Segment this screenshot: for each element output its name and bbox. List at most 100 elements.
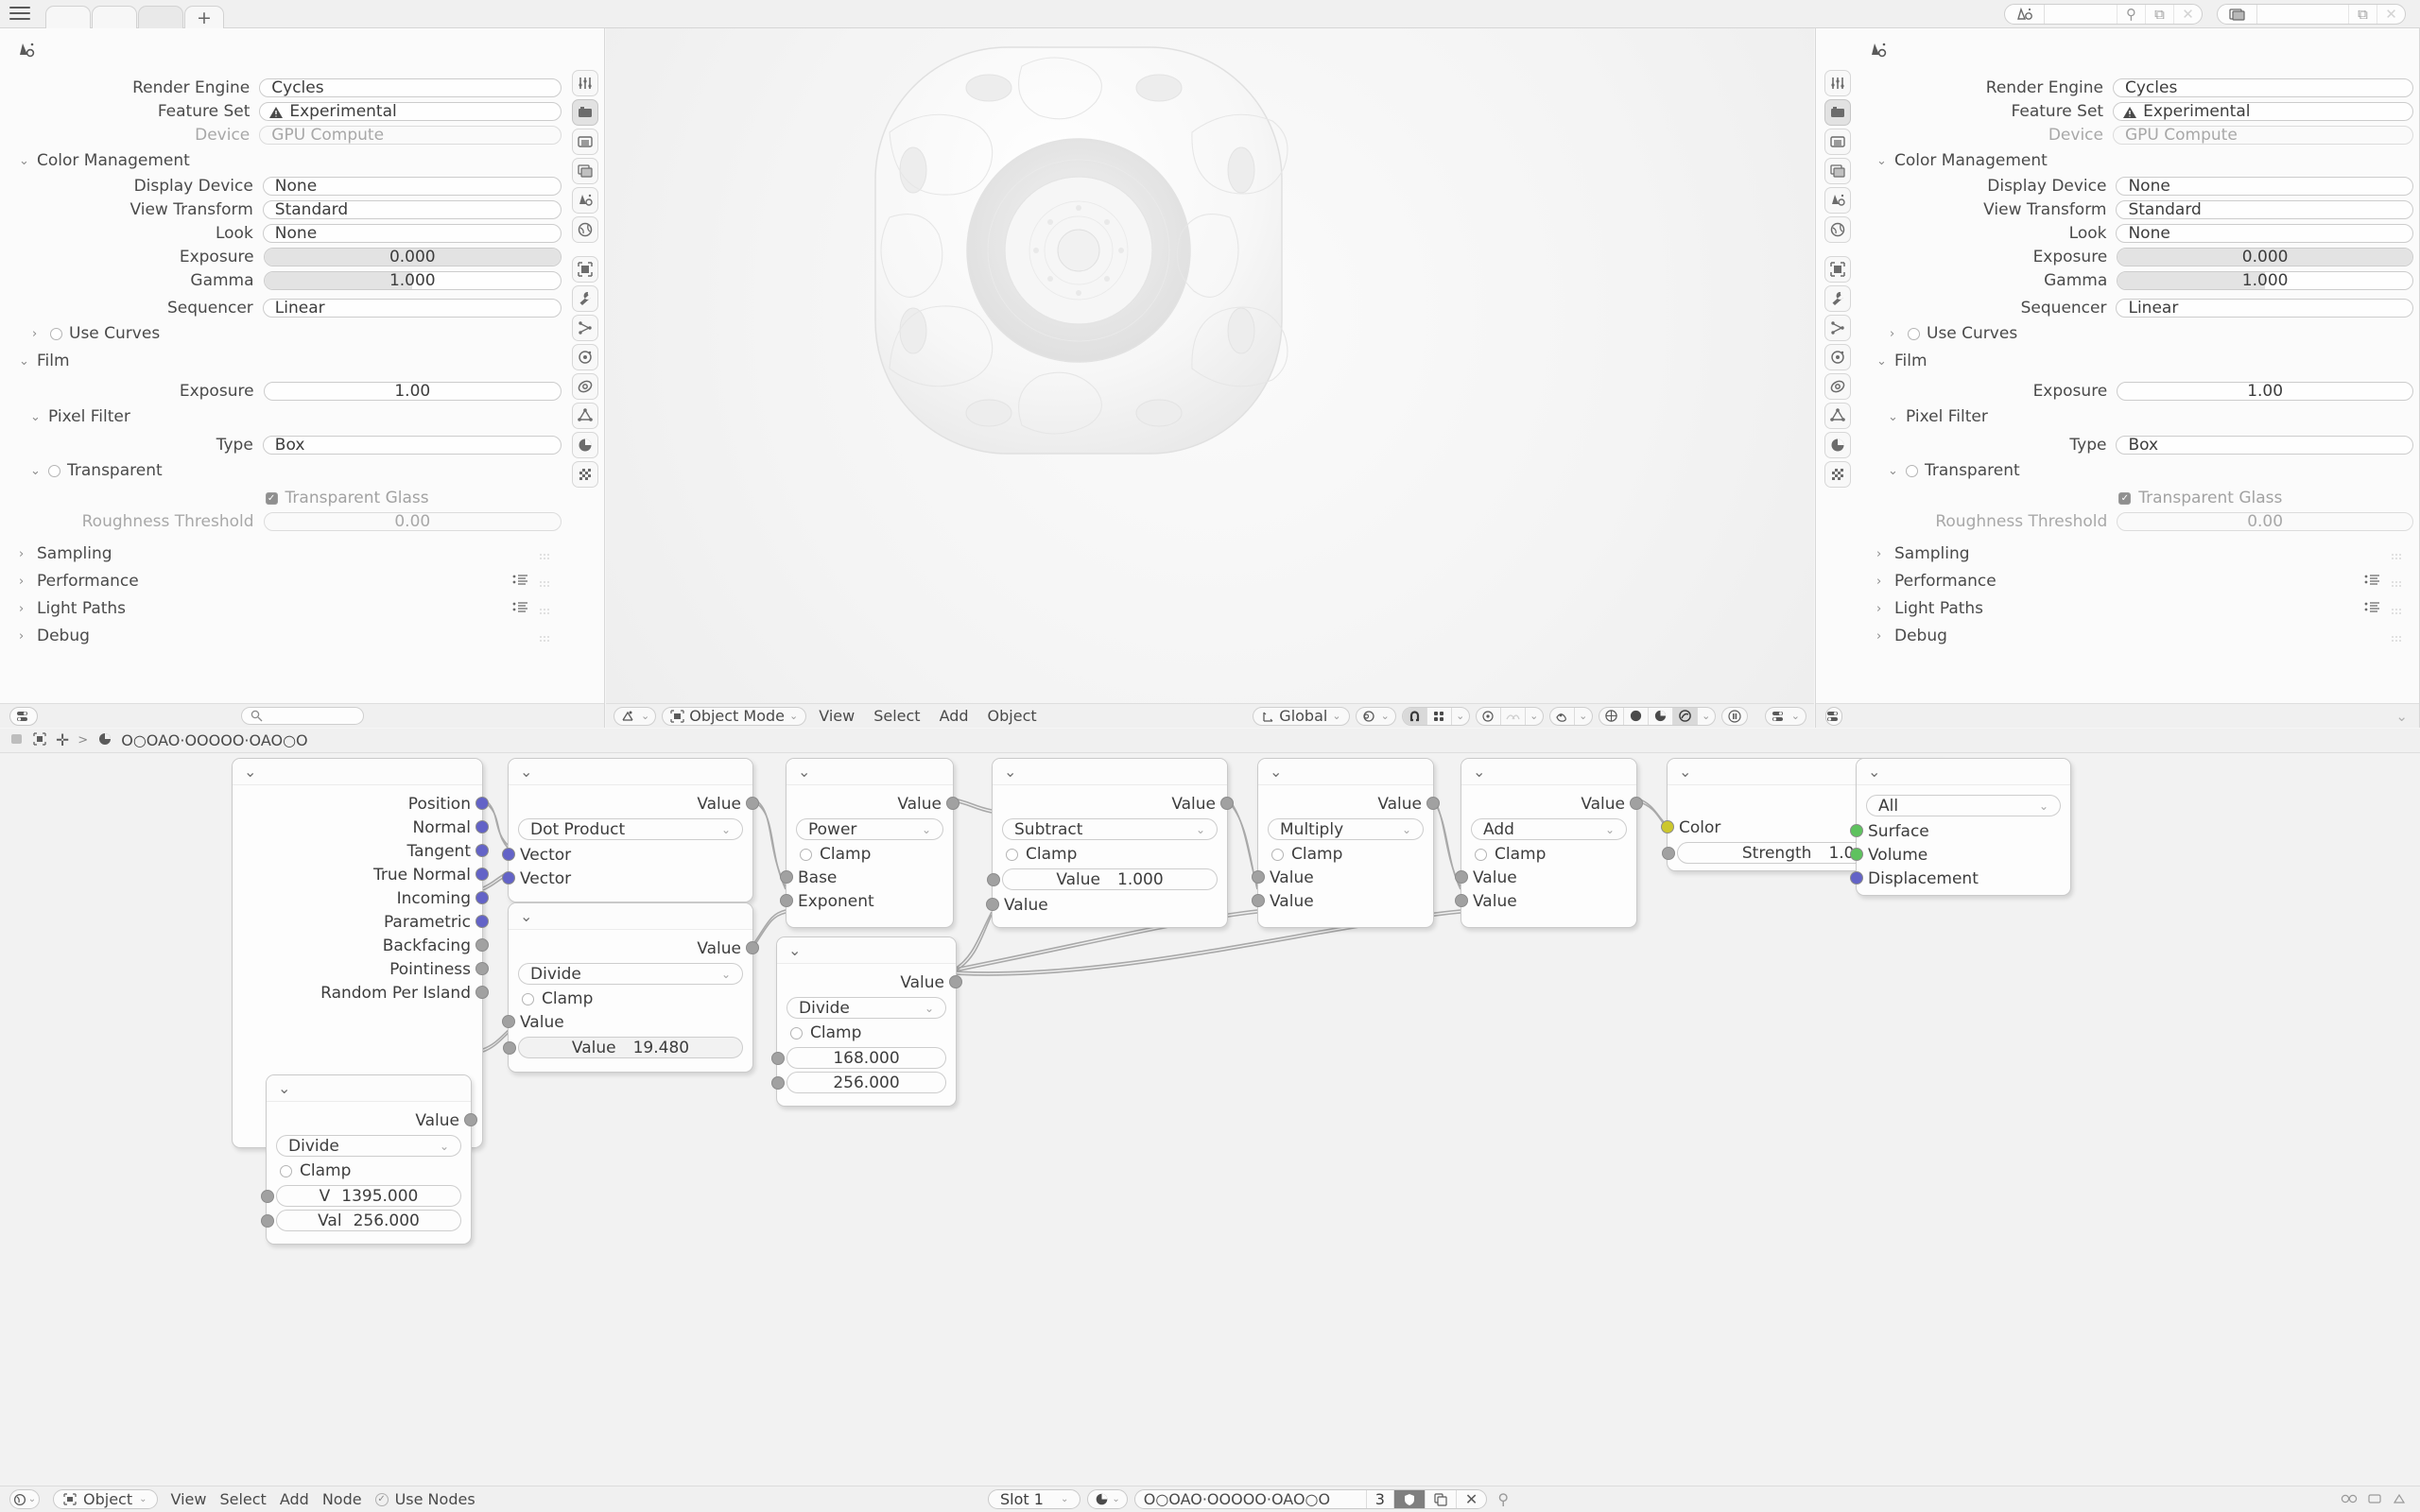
- physics-tab[interactable]: [1824, 344, 1851, 370]
- row-filter-type[interactable]: Type Box: [1858, 436, 2413, 455]
- clamp-checkbox[interactable]: [1475, 848, 1487, 861]
- value-view-transform[interactable]: Standard: [2116, 200, 2413, 219]
- snap-magnet-icon[interactable]: [1402, 707, 1427, 725]
- workspace-tabs[interactable]: +: [45, 4, 224, 28]
- value-field-1[interactable]: Value 1.000: [987, 868, 1218, 890]
- slider-gamma[interactable]: 1.000: [2117, 271, 2413, 290]
- row-exposure[interactable]: Exposure 0.000: [1858, 248, 2413, 266]
- chevron-down-icon[interactable]: ⌄: [1868, 763, 1881, 781]
- operation-dropdown[interactable]: Multiply ⌄: [1268, 818, 1424, 840]
- node-menu-node[interactable]: Node: [321, 1490, 362, 1508]
- drag-grip-icon[interactable]: [2391, 630, 2404, 642]
- row-film-exposure[interactable]: Exposure 1.00: [0, 382, 562, 401]
- node-header[interactable]: ⌄: [1258, 759, 1433, 785]
- section-film[interactable]: ⌄ Film: [1858, 350, 2413, 372]
- row-look[interactable]: Look None: [1858, 224, 2413, 243]
- xray-dropdown-chevron[interactable]: ⌄: [1579, 710, 1588, 722]
- chevron-down-icon[interactable]: ⌄: [798, 763, 811, 781]
- socket-color[interactable]: [1661, 820, 1674, 833]
- socket-row-value-1[interactable]: Value: [1455, 866, 1636, 889]
- socket-row-value-out[interactable]: Value: [509, 792, 759, 816]
- section-pixel-filter[interactable]: ⌄ Pixel Filter: [0, 405, 562, 428]
- particles-tab[interactable]: [572, 315, 598, 341]
- pin-icon[interactable]: ⚲: [2117, 5, 2145, 24]
- section-transparent[interactable]: ⌄ Transparent: [0, 459, 562, 482]
- copy-icon[interactable]: ⧉: [2145, 5, 2173, 24]
- material-icon-button[interactable]: ⌄: [1087, 1489, 1128, 1509]
- socket-true-normal[interactable]: [475, 868, 489, 881]
- socket-value-1[interactable]: [771, 1052, 785, 1065]
- view-layer-tab[interactable]: [572, 158, 598, 184]
- value-field-2[interactable]: 256.000: [771, 1072, 946, 1093]
- viewport-menu-object[interactable]: Object: [987, 707, 1037, 725]
- transparent-glass-checkbox[interactable]: ✓: [265, 491, 278, 505]
- section-debug[interactable]: › Debug: [1858, 625, 2413, 647]
- section-performance[interactable]: › Performance: [1858, 570, 2413, 593]
- plus-icon[interactable]: ✛: [56, 730, 70, 750]
- row-display-device[interactable]: Display Device None: [0, 177, 562, 196]
- shading-dropdown-chevron[interactable]: ⌄: [1702, 710, 1711, 722]
- socket-pointiness[interactable]: [475, 962, 489, 975]
- slider-exposure[interactable]: 0.000: [263, 248, 562, 266]
- socket-row-true-normal[interactable]: True Normal: [233, 863, 489, 886]
- drag-grip-icon[interactable]: [539, 576, 552, 587]
- socket-row-tangent[interactable]: Tangent: [233, 839, 489, 863]
- section-sampling[interactable]: › Sampling: [1858, 542, 2413, 565]
- value-feature-set[interactable]: Experimental: [2113, 102, 2413, 121]
- object-tab[interactable]: [1824, 256, 1851, 283]
- pin-icon[interactable]: ⚲: [1497, 1490, 1510, 1508]
- socket-row-color[interactable]: Color: [1661, 816, 1949, 839]
- properties-tab-column-right[interactable]: [1820, 64, 1856, 728]
- socket-value-out[interactable]: [946, 797, 959, 810]
- clamp-row[interactable]: Clamp: [786, 843, 953, 866]
- socket-value-2[interactable]: [261, 1214, 274, 1228]
- viewport-menu-add[interactable]: Add: [939, 707, 969, 725]
- socket-row-value-out[interactable]: Value: [993, 792, 1234, 816]
- row-transparent-glass[interactable]: ✓ Transparent Glass: [1858, 489, 2413, 507]
- constraints-tab[interactable]: [1824, 373, 1851, 400]
- clamp-row[interactable]: Clamp: [509, 988, 752, 1010]
- socket-value-1[interactable]: [987, 873, 1000, 886]
- material-datablock-group[interactable]: O○OAO·OOOOO·OAO○O 3 ✕: [1133, 1489, 1488, 1509]
- operation-dropdown[interactable]: Dot Product ⌄: [518, 818, 743, 840]
- close-icon[interactable]: ✕: [2173, 5, 2202, 24]
- list-icon[interactable]: [512, 573, 529, 590]
- texture-tab[interactable]: [572, 461, 598, 488]
- viewport-menu-view[interactable]: View: [819, 707, 856, 725]
- socket-value-out[interactable]: [1426, 797, 1440, 810]
- snap-group[interactable]: ⌄: [1401, 706, 1470, 726]
- value-field-1[interactable]: 168.000: [771, 1047, 946, 1069]
- editor-shader-icon[interactable]: ⌄: [9, 1489, 40, 1509]
- properties-search-input[interactable]: [241, 707, 364, 725]
- row-sequencer[interactable]: Sequencer Linear: [0, 299, 562, 318]
- clamp-checkbox[interactable]: [800, 848, 812, 861]
- clamp-checkbox[interactable]: [280, 1164, 292, 1177]
- socket-row-value-out[interactable]: Value: [267, 1108, 477, 1132]
- operation-dropdown[interactable]: Divide ⌄: [786, 997, 946, 1019]
- transparent-glass-checkbox[interactable]: ✓: [2118, 491, 2132, 505]
- hamburger-icon[interactable]: [9, 7, 30, 22]
- operation-dropdown[interactable]: Subtract ⌄: [1002, 818, 1218, 840]
- node-header[interactable]: ⌄: [509, 903, 752, 930]
- row-render-engine[interactable]: Render Engine Cycles: [0, 78, 562, 97]
- socket-row-vector-2[interactable]: Vector: [502, 867, 752, 890]
- view-layer-tab[interactable]: [1824, 158, 1851, 184]
- snap-dropdown-chevron[interactable]: ⌄: [1456, 710, 1465, 722]
- socket-row-vector-1[interactable]: Vector: [502, 843, 752, 867]
- socket-parametric[interactable]: [475, 915, 489, 928]
- data-tab[interactable]: [1824, 403, 1851, 429]
- node-header[interactable]: ⌄: [777, 937, 956, 964]
- socket-row-value-2[interactable]: Value: [1252, 889, 1433, 913]
- socket-value-1[interactable]: [261, 1190, 274, 1203]
- clamp-row[interactable]: Clamp: [1461, 843, 1636, 866]
- row-film-exposure[interactable]: Exposure 1.00: [1858, 382, 2413, 401]
- options-toggle-icon[interactable]: ⌄: [1764, 706, 1806, 726]
- value-filter-type[interactable]: Box: [2116, 436, 2413, 455]
- viewport-canvas[interactable]: [606, 28, 1814, 703]
- material-tab[interactable]: [1824, 432, 1851, 458]
- socket-value-out[interactable]: [464, 1113, 477, 1126]
- proportional-edit-icon[interactable]: ⌄: [1355, 706, 1396, 726]
- socket-row-value-out[interactable]: Value: [777, 971, 962, 994]
- socket-volume[interactable]: [1850, 848, 1863, 861]
- chevron-down-icon[interactable]: ⌄: [520, 907, 533, 925]
